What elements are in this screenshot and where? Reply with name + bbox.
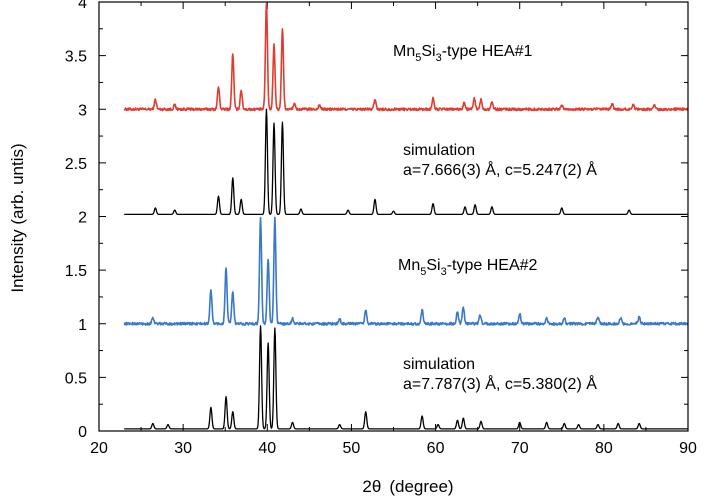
x-tick-label-70: 70 xyxy=(511,440,529,457)
y-tick-label-0: 0 xyxy=(78,424,87,441)
x-axis-title: 2θ (degree) xyxy=(362,477,453,496)
series-params-sim1: a=7.666(3) Å, c=5.247(2) Å xyxy=(403,160,597,179)
x-tick-label-60: 60 xyxy=(427,440,445,457)
series-label-hea2: Mn5Si3-type HEA#2 xyxy=(398,257,538,278)
y-tick-label-2: 2 xyxy=(78,210,87,227)
y-tick-label-4: 4 xyxy=(78,0,87,12)
series-params-sim2: a=7.787(3) Å, c=5.380(2) Å xyxy=(403,374,597,393)
x-tick-label-40: 40 xyxy=(258,440,276,457)
series-label-hea1: Mn5Si3-type HEA#1 xyxy=(393,43,533,64)
y-tick-label-3: 3 xyxy=(78,102,87,119)
y-tick-label-0.5: 0.5 xyxy=(65,370,87,387)
series-hea2 xyxy=(123,216,689,326)
y-tick-label-2.5: 2.5 xyxy=(65,156,87,173)
x-tick-label-50: 50 xyxy=(343,440,361,457)
series-label-sim1: simulation xyxy=(403,142,475,159)
x-tick-label-90: 90 xyxy=(679,440,697,457)
x-tick-label-80: 80 xyxy=(595,440,613,457)
plot-frame xyxy=(98,1,689,432)
series-label-sim2: simulation xyxy=(403,356,475,373)
series-hea1 xyxy=(123,2,689,112)
x-tick-label-30: 30 xyxy=(174,440,192,457)
series-layer xyxy=(123,2,689,430)
tick-layer xyxy=(98,1,689,432)
y-axis-title: Intensity (arb. untis) xyxy=(8,143,27,292)
y-tick-label-1.5: 1.5 xyxy=(65,263,87,280)
label-layer: 20 30 40 50 60 70 80 90 0 0.5 1 1.5 2 2.5 3 3.5 4 xyxy=(65,0,697,457)
x-tick-label-20: 20 xyxy=(90,440,108,457)
y-tick-label-3.5: 3.5 xyxy=(65,49,87,66)
y-tick-label-1: 1 xyxy=(78,317,87,334)
series-simulation-1 xyxy=(124,108,689,216)
series-simulation-2 xyxy=(124,325,689,430)
